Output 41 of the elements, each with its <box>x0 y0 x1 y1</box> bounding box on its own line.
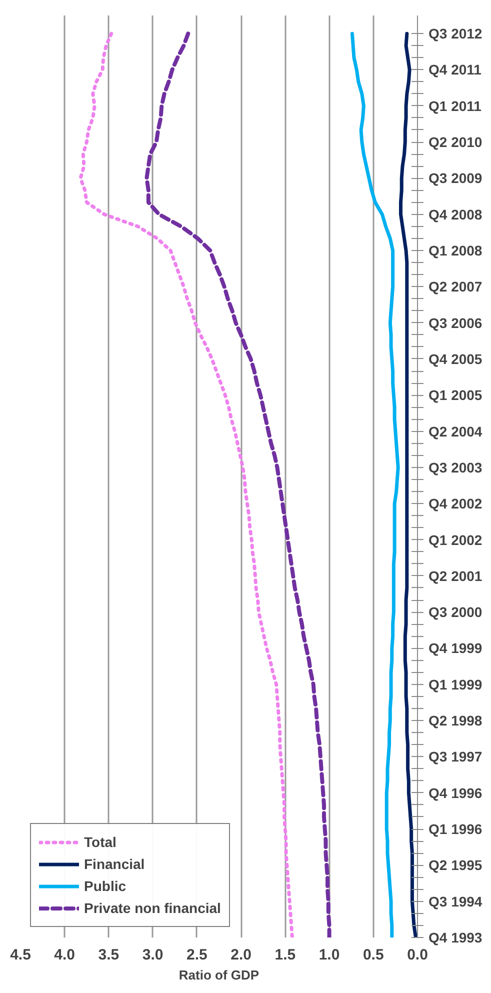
x-axis-title: Ratio of GDP <box>178 968 260 982</box>
y-tick-label: Q3 1994 <box>428 893 482 910</box>
y-tick-label: Q4 2011 <box>428 62 482 78</box>
legend-label: Total <box>84 834 116 850</box>
y-tick-label: Q3 1997 <box>428 748 482 765</box>
x-tick-label: 3.0 <box>142 946 164 964</box>
x-tick-label: 1.5 <box>274 946 296 964</box>
y-tick-label: Q1 1996 <box>428 821 482 838</box>
x-tick-label: 0.0 <box>407 946 428 964</box>
y-tick-label: Q4 1996 <box>428 784 482 801</box>
legend-label: Public <box>84 878 126 894</box>
y-tick-label: Q4 1993 <box>428 930 482 946</box>
y-tick-label: Q4 2008 <box>428 206 482 222</box>
y-tick-label: Q2 1995 <box>428 857 482 874</box>
y-tick-label: Q2 2004 <box>428 423 482 440</box>
y-tick-label: Q1 2008 <box>428 242 482 259</box>
y-tick-label: Q4 2005 <box>428 350 482 367</box>
y-tick-label: Q3 2009 <box>428 170 482 186</box>
y-tick-label: Q4 2002 <box>428 496 482 512</box>
x-tick-label: 0.5 <box>362 946 384 964</box>
y-tick-label: Q1 2011 <box>428 98 482 114</box>
legend-label: Private non financial <box>84 900 221 916</box>
y-tick-label: Q1 2002 <box>428 532 482 548</box>
y-tick-label: Q2 2001 <box>428 568 482 584</box>
y-tick-label: Q3 2003 <box>428 459 482 476</box>
y-tick-label: Q2 2007 <box>428 278 482 295</box>
x-tick-label: 3.5 <box>98 946 120 964</box>
y-tick-label: Q1 1999 <box>428 676 482 692</box>
legend-label: Financial <box>84 856 145 872</box>
x-tick-label: 2.5 <box>186 946 208 964</box>
x-tick-label: 2.0 <box>230 946 252 964</box>
y-tick-label: Q2 2010 <box>428 134 482 150</box>
y-tick-label: Q1 2005 <box>428 387 482 404</box>
x-tick-label: 1.0 <box>318 946 340 964</box>
y-tick-label: Q4 1999 <box>428 640 482 656</box>
y-tick-label: Q2 1998 <box>428 712 482 729</box>
x-tick-label: 4.0 <box>54 946 76 964</box>
x-tick-label: 4.5 <box>10 946 31 964</box>
y-tick-label: Q3 2000 <box>428 604 482 620</box>
y-tick-label: Q3 2012 <box>428 26 482 42</box>
y-tick-label: Q3 2006 <box>428 314 482 331</box>
